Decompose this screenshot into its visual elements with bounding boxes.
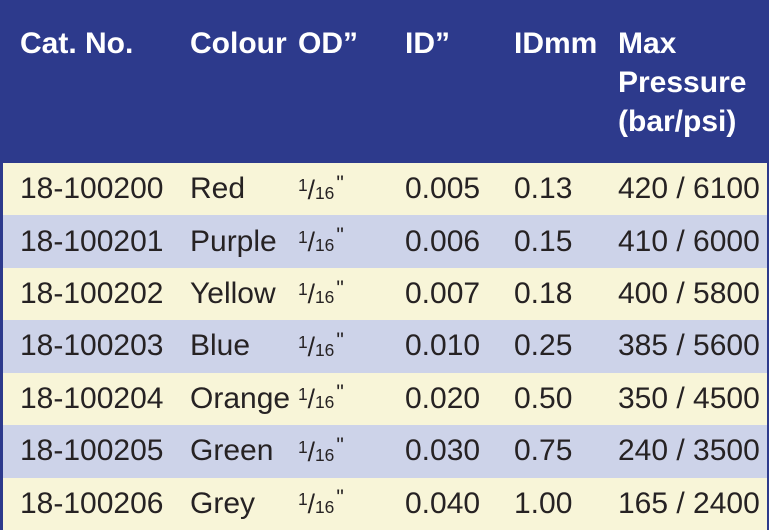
od-fraction: 1/16" <box>298 329 344 362</box>
table-row: 18-100204 Orange 1/16" 0.020 0.50 350 / … <box>3 372 767 426</box>
table-row: 18-100205 Green 1/16" 0.030 0.75 240 / 3… <box>3 425 767 478</box>
cell-max-pressure: 385 / 5600 <box>618 329 760 363</box>
table-body: 18-100200 Red 1/16" 0.005 0.13 420 / 610… <box>3 163 767 530</box>
cell-id-mm: 0.15 <box>514 224 573 258</box>
cell-id-inch: 0.010 <box>405 329 481 363</box>
cell-od-inch: 1/16" <box>298 486 405 521</box>
od-fraction: 1/16" <box>298 276 344 310</box>
cell-colour: Blue <box>190 329 251 363</box>
cell-max-pressure: 350 / 4500 <box>618 381 760 415</box>
cell-max-pressure: 410 / 6000 <box>618 224 760 258</box>
cell-colour: Red <box>190 172 246 206</box>
cell-id-mm: 0.18 <box>514 277 573 311</box>
column-header-colour: Colour <box>190 27 287 60</box>
od-fraction: 1/16" <box>298 486 344 520</box>
fraction-slash: / <box>307 489 316 520</box>
cell-max-pressure: 420 / 6100 <box>618 172 760 206</box>
cell-cat-no: 18-100205 <box>20 434 164 468</box>
cell-id-inch: 0.005 <box>405 172 481 206</box>
fraction-slash: / <box>307 436 316 467</box>
table-header-row: Cat. No. Colour OD” ID” IDmm Max Pressur… <box>3 0 767 163</box>
cell-od-inch: 1/16" <box>298 277 405 312</box>
cell-cat-no: 18-100201 <box>20 224 164 258</box>
cell-cat-no: 18-100204 <box>20 381 164 415</box>
cell-id-inch: 0.007 <box>405 277 481 311</box>
cell-cat-no: 18-100200 <box>20 172 164 206</box>
cell-id-inch: 0.020 <box>405 381 481 415</box>
fraction-slash: / <box>307 227 316 258</box>
cell-od-inch: 1/16" <box>298 434 405 469</box>
column-header-max-pressure: Max Pressure (bar/psi) <box>618 27 747 138</box>
od-fraction: 1/16" <box>298 433 344 467</box>
cell-id-mm: 0.75 <box>514 434 573 468</box>
cell-max-pressure: 400 / 5800 <box>618 277 760 311</box>
cell-colour: Green <box>190 434 274 468</box>
cell-id-inch: 0.030 <box>405 434 481 468</box>
cell-cat-no: 18-100203 <box>20 329 164 363</box>
cell-colour: Orange <box>190 381 291 415</box>
od-fraction: 1/16" <box>298 224 344 258</box>
cell-max-pressure: 165 / 2400 <box>618 486 760 520</box>
od-fraction: 1/16" <box>298 171 344 205</box>
cell-colour: Purple <box>190 224 277 258</box>
cell-max-pressure: 240 / 3500 <box>618 434 760 468</box>
table-row: 18-100201 Purple 1/16" 0.006 0.15 410 / … <box>3 215 767 268</box>
table-row: 18-100206 Grey 1/16" 0.040 1.00 165 / 24… <box>3 477 767 530</box>
fraction-slash: / <box>307 331 316 362</box>
table-row: 18-100200 Red 1/16" 0.005 0.13 420 / 610… <box>3 163 767 216</box>
cell-cat-no: 18-100206 <box>20 486 164 520</box>
table-row: 18-100202 Yellow 1/16" 0.007 0.18 400 / … <box>3 267 767 321</box>
cell-id-mm: 1.00 <box>514 486 573 520</box>
cell-colour: Grey <box>190 486 256 520</box>
fraction-slash: / <box>307 279 316 310</box>
cell-id-inch: 0.040 <box>405 486 481 520</box>
cell-od-inch: 1/16" <box>298 329 405 364</box>
table-row: 18-100203 Blue 1/16" 0.010 0.25 385 / 56… <box>3 320 767 373</box>
cell-od-inch: 1/16" <box>298 172 405 207</box>
cell-id-mm: 0.13 <box>514 172 573 206</box>
cell-id-inch: 0.006 <box>405 224 481 258</box>
cell-id-mm: 0.50 <box>514 381 573 415</box>
fraction-slash: / <box>307 174 316 205</box>
od-fraction: 1/16" <box>298 381 344 415</box>
cell-cat-no: 18-100202 <box>20 277 164 311</box>
column-header-id-mm: IDmm <box>514 27 598 60</box>
fraction-slash: / <box>307 384 316 415</box>
cell-od-inch: 1/16" <box>298 224 405 259</box>
cell-colour: Yellow <box>190 277 276 311</box>
cell-od-inch: 1/16" <box>298 381 405 416</box>
column-header-id-inch: ID” <box>405 27 450 60</box>
column-header-cat-no: Cat. No. <box>20 27 134 60</box>
column-header-od-inch: OD” <box>298 27 358 60</box>
cell-id-mm: 0.25 <box>514 329 573 363</box>
